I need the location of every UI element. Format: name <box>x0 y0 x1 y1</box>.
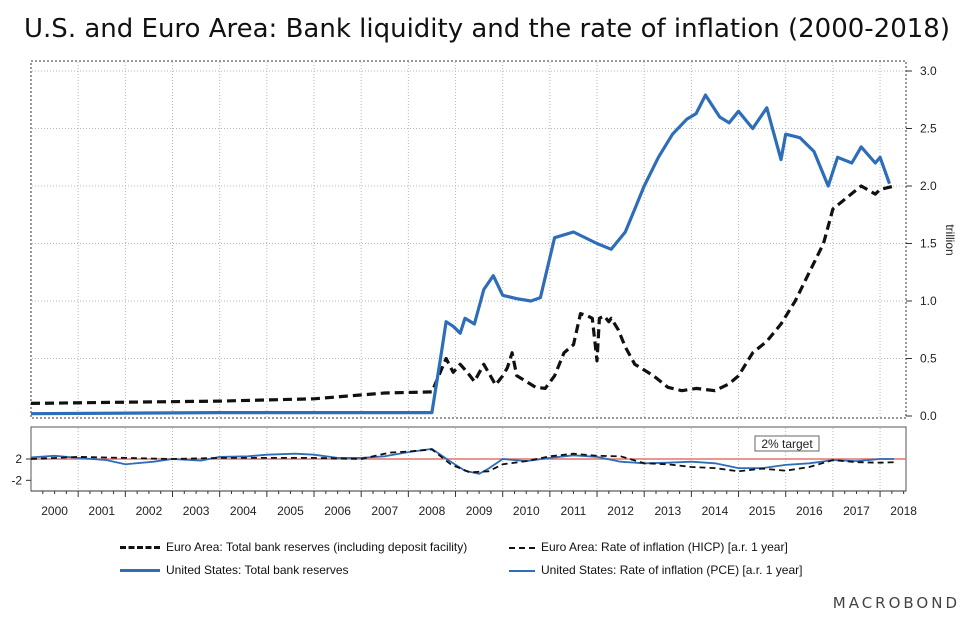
x-tick-label: 2000 <box>41 504 68 518</box>
bottom-panel-series <box>30 447 895 475</box>
legend-item-us-reserves: United States: Total bank reserves <box>120 563 349 577</box>
x-tick-label: 2001 <box>88 504 115 518</box>
x-tick-label: 2009 <box>466 504 493 518</box>
y-tick-label: 2.0 <box>920 179 937 193</box>
legend-item-euro-inflation: Euro Area: Rate of inflation (HICP) [a.r… <box>509 540 788 554</box>
x-tick-label: 2006 <box>324 504 351 518</box>
top-panel-grid <box>32 62 905 417</box>
top-panel-frame <box>30 60 907 419</box>
y-tick-label: 3.0 <box>920 64 937 78</box>
bottom-panel-y-ticks: 2 -2 <box>11 452 31 487</box>
x-tick-label: 2010 <box>513 504 540 518</box>
brand-logo: MACROBOND <box>832 594 960 612</box>
x-tick-label: 2005 <box>277 504 304 518</box>
bottom-y-tick-label: -2 <box>11 473 22 487</box>
x-tick-label: 2018 <box>890 504 917 518</box>
top-panel-y-ticks: 0.0 0.5 1.0 1.5 2.0 2.5 3.0 <box>906 64 937 423</box>
legend-swatch-dashed-thick <box>120 546 160 550</box>
y-tick-label: 0.0 <box>920 409 937 423</box>
x-axis: 2000 2001 2002 2003 2004 2005 2006 2007 2008 2009… <box>31 490 917 518</box>
x-tick-label: 2003 <box>183 504 210 518</box>
x-tick-label: 2011 <box>561 504 587 518</box>
x-tick-label: 2007 <box>371 504 398 518</box>
x-tick-label: 2004 <box>230 504 257 518</box>
euro-inflation-line <box>30 448 895 474</box>
legend-swatch-dashed-thin <box>509 546 535 549</box>
legend-label: Euro Area: Total bank reserves (includin… <box>166 540 468 554</box>
legend-swatch-solid-thick <box>120 569 160 573</box>
x-tick-label: 2016 <box>796 504 823 518</box>
top-panel-series <box>30 93 895 416</box>
x-tick-label: 2015 <box>749 504 776 518</box>
legend-label: United States: Rate of inflation (PCE) [… <box>541 563 803 577</box>
legend-swatch-solid-thin <box>509 569 535 572</box>
target-label-box: 2% target <box>754 435 820 452</box>
x-tick-label: 2013 <box>654 504 681 518</box>
x-tick-label: 2014 <box>702 504 729 518</box>
us-reserves-line <box>30 93 892 416</box>
y-axis-label: trillion <box>943 224 957 255</box>
x-tick-label: 2008 <box>419 504 446 518</box>
target-label: 2% target <box>761 437 813 451</box>
y-tick-label: 1.0 <box>920 294 937 308</box>
y-tick-label: 2.5 <box>920 122 937 136</box>
y-tick-label: 1.5 <box>920 237 937 251</box>
legend-item-euro-reserves: Euro Area: Total bank reserves (includin… <box>120 540 467 554</box>
legend-label: United States: Total bank reserves <box>166 563 349 577</box>
bottom-y-tick-label: 2 <box>15 452 22 466</box>
y-tick-label: 0.5 <box>920 352 937 366</box>
x-tick-label: 2002 <box>136 504 163 518</box>
x-tick-label: 2017 <box>843 504 870 518</box>
x-tick-label: 2012 <box>607 504 634 518</box>
legend-label: Euro Area: Rate of inflation (HICP) [a.r… <box>541 540 788 554</box>
us-inflation-line <box>30 447 895 475</box>
chart-title: U.S. and Euro Area: Bank liquidity and t… <box>24 14 950 44</box>
euro-reserves-line <box>30 184 895 405</box>
legend-item-us-inflation: United States: Rate of inflation (PCE) [… <box>509 563 802 577</box>
